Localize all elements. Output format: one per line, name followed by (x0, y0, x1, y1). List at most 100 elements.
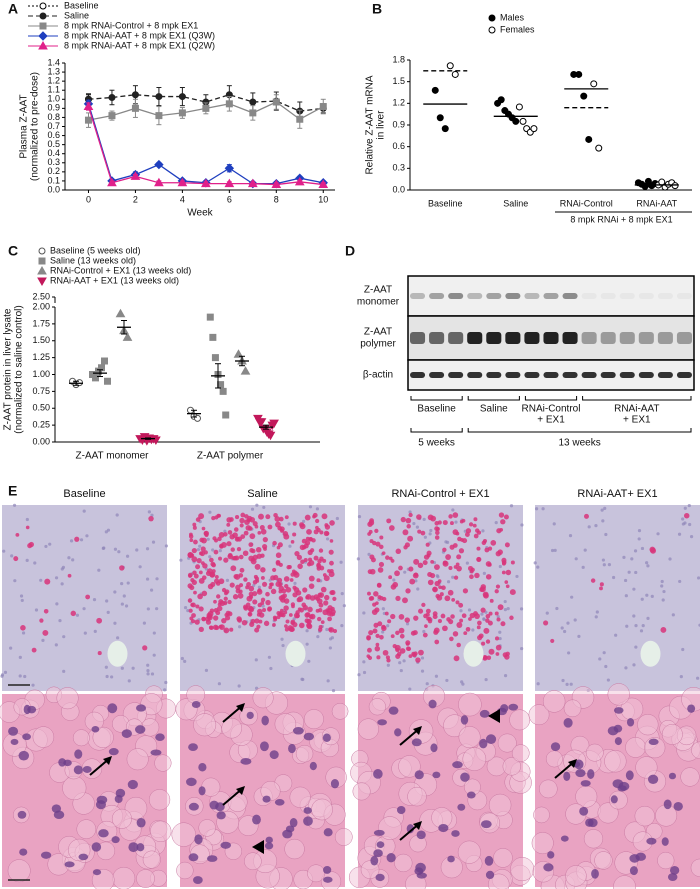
pas-globule (442, 520, 448, 526)
pas-globule (453, 565, 458, 569)
cell (531, 832, 554, 855)
nucleus (416, 587, 420, 591)
nucleus (552, 522, 556, 526)
pas-globule (368, 519, 375, 526)
data-point (201, 178, 211, 188)
nucleus (155, 607, 159, 611)
nucleus (136, 818, 146, 828)
pas-globule (13, 556, 19, 562)
pas-globule (316, 562, 321, 567)
cell (398, 755, 421, 778)
nucleus (44, 544, 48, 549)
pas-globule (237, 617, 242, 623)
y-tick-label: 1.0 (47, 94, 60, 104)
pas-globule (323, 530, 330, 537)
row-label: Z-AAT (364, 327, 392, 338)
nucleus (261, 715, 269, 726)
pas-globule (194, 619, 200, 625)
pas-globule (276, 545, 281, 550)
pas-globule (461, 613, 467, 619)
nucleus (671, 613, 675, 617)
pas-globule (439, 592, 444, 597)
pas-globule (499, 527, 504, 532)
pas-globule (450, 614, 455, 619)
nucleus (614, 633, 618, 637)
pas-globule (193, 590, 197, 595)
pas-globule (191, 547, 197, 554)
pas-globule (495, 584, 501, 589)
nucleus (62, 635, 66, 639)
pas-globule (282, 530, 289, 537)
y-tick-label: 0.6 (392, 141, 405, 151)
nucleus (633, 549, 638, 553)
nucleus (303, 807, 312, 814)
cell (509, 709, 531, 731)
pas-globule (483, 592, 489, 599)
pas-globule (292, 521, 297, 526)
nucleus (3, 670, 8, 675)
pas-globule (42, 629, 49, 636)
nucleus (377, 719, 387, 726)
pas-globule (218, 532, 225, 538)
pas-globule (243, 577, 248, 582)
pas-globule (188, 574, 192, 578)
pas-globule (310, 548, 315, 553)
pas-globule (236, 546, 242, 552)
nucleus (152, 653, 156, 657)
nucleus (12, 503, 17, 507)
blot-band (505, 332, 521, 344)
pas-globule (366, 636, 371, 641)
pas-globule (371, 609, 378, 616)
x-tick-label: RNAi-Control (560, 198, 613, 208)
nucleus (180, 656, 184, 661)
cell (680, 767, 700, 787)
nucleus (194, 834, 203, 845)
y-tick-label: 1.5 (392, 76, 405, 86)
nucleus (69, 539, 74, 543)
cell (311, 798, 333, 821)
pas-globule (97, 651, 102, 656)
nucleus (54, 576, 59, 580)
nucleus (373, 769, 383, 779)
pas-globule (505, 569, 512, 576)
data-point (247, 178, 258, 188)
nucleus (357, 673, 361, 677)
pas-globule (376, 583, 382, 588)
nucleus (252, 583, 256, 588)
cell (497, 733, 517, 753)
nucleus (150, 749, 162, 756)
nucleus (146, 672, 150, 676)
nucleus (423, 535, 427, 539)
nucleus (323, 876, 333, 883)
nucleus (188, 853, 199, 862)
nucleus (280, 637, 284, 641)
nucleus (33, 561, 37, 565)
pas-globule (278, 612, 283, 617)
data-point (115, 308, 126, 318)
nucleus (602, 651, 606, 655)
nucleus (646, 616, 650, 620)
pas-globule (370, 557, 376, 563)
nucleus (581, 565, 585, 569)
nucleus (300, 677, 304, 681)
pas-globule (254, 627, 260, 633)
data-point (519, 117, 527, 125)
pas-globule (427, 571, 433, 578)
nucleus (452, 761, 463, 769)
cell (488, 873, 510, 889)
cell (72, 729, 90, 747)
nucleus (252, 814, 261, 825)
pas-globule (304, 612, 310, 618)
legend-marker (38, 40, 48, 50)
nucleus (679, 675, 683, 679)
data-point (130, 171, 141, 180)
nucleus (461, 682, 465, 686)
pas-globule (427, 579, 434, 586)
data-point (530, 125, 538, 133)
pas-globule (247, 611, 253, 617)
data-point (446, 62, 454, 70)
pas-globule (368, 630, 374, 636)
pas-globule (369, 568, 376, 575)
nucleus (598, 657, 602, 661)
nucleus (656, 532, 660, 536)
